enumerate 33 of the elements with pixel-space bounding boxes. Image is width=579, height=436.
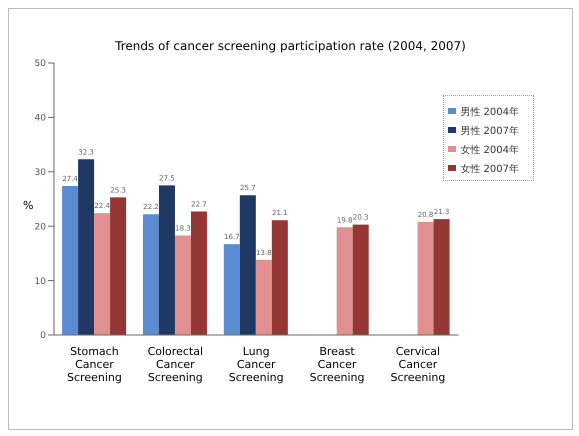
y-tick-label: 0	[40, 331, 46, 342]
y-tick-label: 20	[34, 222, 46, 232]
y-tick-label: 50	[34, 59, 46, 70]
x-tick-label: Breast Cancer Screening	[310, 345, 364, 384]
bar	[78, 159, 94, 335]
bar	[418, 222, 434, 335]
y-tick-label: 40	[34, 114, 46, 124]
x-tick-label: Stomach Cancer Screening	[67, 345, 122, 384]
legend-label: 女性 2004年	[460, 145, 519, 156]
bar	[240, 195, 256, 335]
bar	[224, 244, 240, 335]
bar	[190, 212, 207, 335]
x-tick-label: Colorectal Cancer Screening	[148, 345, 204, 384]
legend-label: 男性 2007年	[460, 126, 519, 137]
y-tick-label: 10	[34, 276, 46, 287]
bar	[256, 260, 272, 335]
x-tick-label: Cervical Cancer Screening	[390, 345, 446, 384]
bar	[272, 220, 288, 335]
bar	[158, 185, 175, 335]
legend-label: 女性 2007年	[460, 164, 519, 175]
y-tick-label: 30	[34, 168, 46, 178]
bar	[62, 186, 78, 335]
bar	[434, 219, 450, 335]
y-axis-title: %	[23, 199, 34, 212]
x-tick-label: Lung Cancer Screening	[228, 345, 284, 384]
bar	[94, 213, 110, 335]
bar	[110, 197, 126, 335]
bar	[142, 214, 159, 335]
bar	[174, 235, 191, 335]
legend-label: 男性 2004年	[460, 107, 519, 118]
bar	[336, 227, 353, 335]
chart-title: Trends of cancer screening participation rate (2004, 2007)	[114, 39, 467, 55]
bar	[352, 224, 369, 335]
